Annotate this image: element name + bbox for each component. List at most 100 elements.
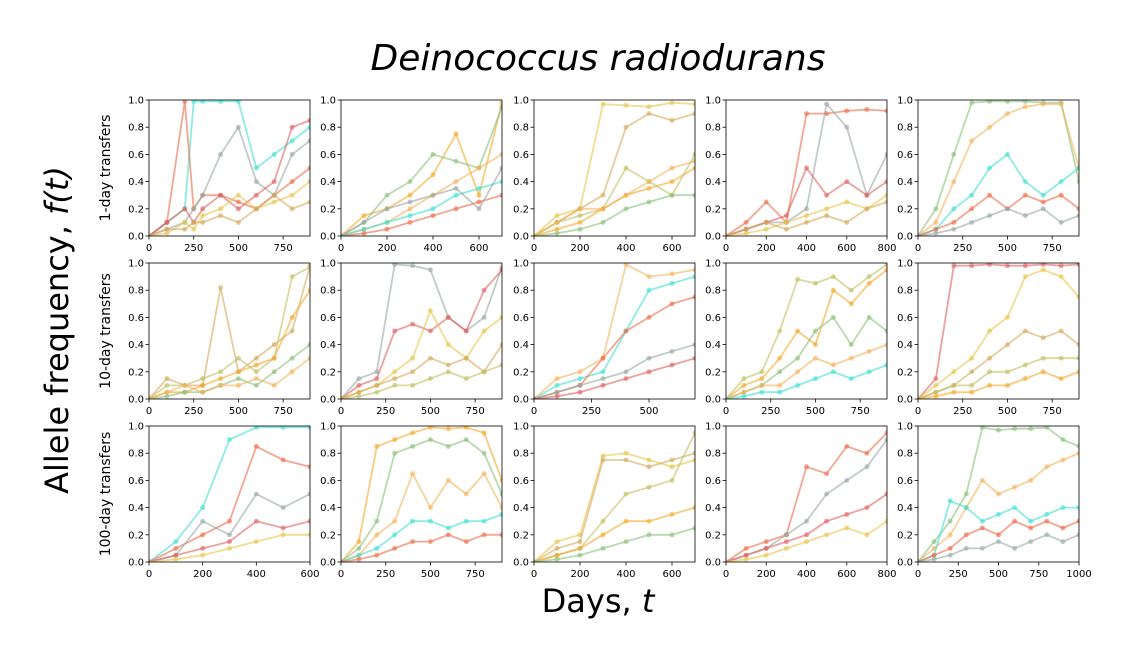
data-point bbox=[253, 491, 259, 497]
data-point bbox=[692, 457, 695, 463]
y-tick-label: 0.8 bbox=[705, 449, 721, 460]
data-point bbox=[824, 192, 830, 198]
data-point bbox=[951, 219, 957, 225]
data-point bbox=[623, 102, 629, 108]
data-point bbox=[1058, 219, 1064, 225]
data-point bbox=[182, 100, 188, 104]
series-line bbox=[534, 153, 695, 236]
data-point bbox=[1012, 545, 1018, 551]
data-point bbox=[200, 545, 206, 551]
data-point bbox=[1022, 376, 1028, 382]
y-tick-label: 1.0 bbox=[897, 422, 913, 433]
y-tick-label: 0.6 bbox=[513, 313, 529, 324]
data-point bbox=[384, 226, 390, 232]
data-point bbox=[374, 518, 380, 524]
data-point bbox=[289, 328, 295, 334]
data-point bbox=[692, 450, 695, 456]
data-point bbox=[361, 219, 367, 225]
data-point bbox=[741, 382, 747, 388]
series-line bbox=[341, 106, 502, 236]
data-point bbox=[844, 511, 850, 517]
data-point bbox=[235, 192, 241, 198]
data-point bbox=[866, 280, 872, 286]
x-tick-label: 0 bbox=[531, 406, 537, 417]
data-point bbox=[356, 552, 362, 558]
x-tick-label: 0 bbox=[915, 243, 921, 254]
data-point bbox=[149, 233, 152, 236]
x-tick-label: 250 bbox=[376, 406, 395, 417]
data-point bbox=[149, 396, 152, 399]
data-point bbox=[884, 437, 887, 443]
data-point bbox=[866, 274, 872, 280]
data-point bbox=[726, 233, 729, 236]
data-point bbox=[844, 219, 850, 225]
data-point bbox=[554, 219, 560, 225]
series-group bbox=[726, 430, 887, 562]
data-point bbox=[969, 100, 975, 106]
data-point bbox=[289, 314, 295, 320]
data-point bbox=[600, 382, 606, 388]
data-point bbox=[453, 158, 459, 164]
series-line bbox=[534, 263, 695, 399]
data-point bbox=[1076, 206, 1079, 212]
x-axis-label-variable: t bbox=[642, 582, 656, 620]
data-point bbox=[1076, 263, 1079, 267]
series-line bbox=[341, 269, 502, 399]
series-group bbox=[918, 263, 1079, 399]
y-tick-label: 0.0 bbox=[320, 232, 336, 243]
data-point bbox=[253, 165, 259, 171]
data-point bbox=[463, 328, 469, 334]
data-point bbox=[933, 226, 939, 232]
x-tick-label: 400 bbox=[616, 569, 635, 580]
x-tick-label: 500 bbox=[229, 406, 248, 417]
data-point bbox=[182, 389, 188, 395]
panel-r0-c2: 0.0 0.2 0.4 0.6 0.8 1.0 0 200 400 600 bbox=[513, 96, 696, 254]
series-group bbox=[918, 426, 1079, 562]
y-tick-label: 0.2 bbox=[513, 367, 529, 378]
data-point bbox=[218, 192, 224, 198]
panel-frame bbox=[725, 262, 888, 400]
data-point bbox=[1004, 382, 1010, 388]
data-point bbox=[951, 263, 957, 269]
data-point bbox=[692, 294, 695, 300]
data-point bbox=[227, 518, 232, 524]
data-point bbox=[669, 179, 675, 185]
data-point bbox=[307, 518, 310, 524]
data-point bbox=[410, 430, 416, 436]
data-point bbox=[374, 545, 380, 551]
y-tick-label: 1.0 bbox=[705, 259, 721, 270]
data-point bbox=[692, 342, 695, 348]
data-point bbox=[812, 328, 818, 334]
y-tick-label: 0.4 bbox=[705, 340, 721, 351]
data-point bbox=[392, 518, 398, 524]
y-tick-label: 0.6 bbox=[128, 313, 144, 324]
data-point bbox=[407, 206, 413, 212]
data-point bbox=[1028, 518, 1034, 524]
data-point bbox=[307, 199, 310, 205]
data-point bbox=[947, 498, 953, 504]
data-point bbox=[646, 355, 652, 361]
data-point bbox=[1040, 267, 1046, 273]
data-point bbox=[1076, 294, 1079, 300]
data-point bbox=[987, 355, 993, 361]
data-point bbox=[392, 382, 398, 388]
data-point bbox=[577, 382, 583, 388]
panel-frame bbox=[340, 425, 503, 563]
data-point bbox=[235, 369, 241, 375]
panel-r1-c4: 0.0 0.2 0.4 0.6 0.8 1.0 0 250 500 750 bbox=[897, 259, 1080, 417]
series-line bbox=[726, 364, 887, 399]
data-point bbox=[182, 219, 188, 225]
y-tick-label: 0.6 bbox=[320, 476, 336, 487]
data-point bbox=[741, 389, 747, 395]
y-tick-label: 0.8 bbox=[513, 123, 529, 134]
panel-frame bbox=[148, 262, 311, 400]
data-point bbox=[289, 369, 295, 375]
data-point bbox=[669, 348, 675, 354]
data-point bbox=[164, 230, 170, 236]
panel-r0-c3: 0.0 0.2 0.4 0.6 0.8 1.0 0 200 400 600 800 bbox=[705, 96, 896, 255]
x-tick-label: 200 bbox=[570, 569, 589, 580]
data-point bbox=[1058, 376, 1064, 382]
data-point bbox=[410, 321, 416, 327]
data-point bbox=[692, 165, 695, 171]
data-point bbox=[577, 545, 583, 551]
